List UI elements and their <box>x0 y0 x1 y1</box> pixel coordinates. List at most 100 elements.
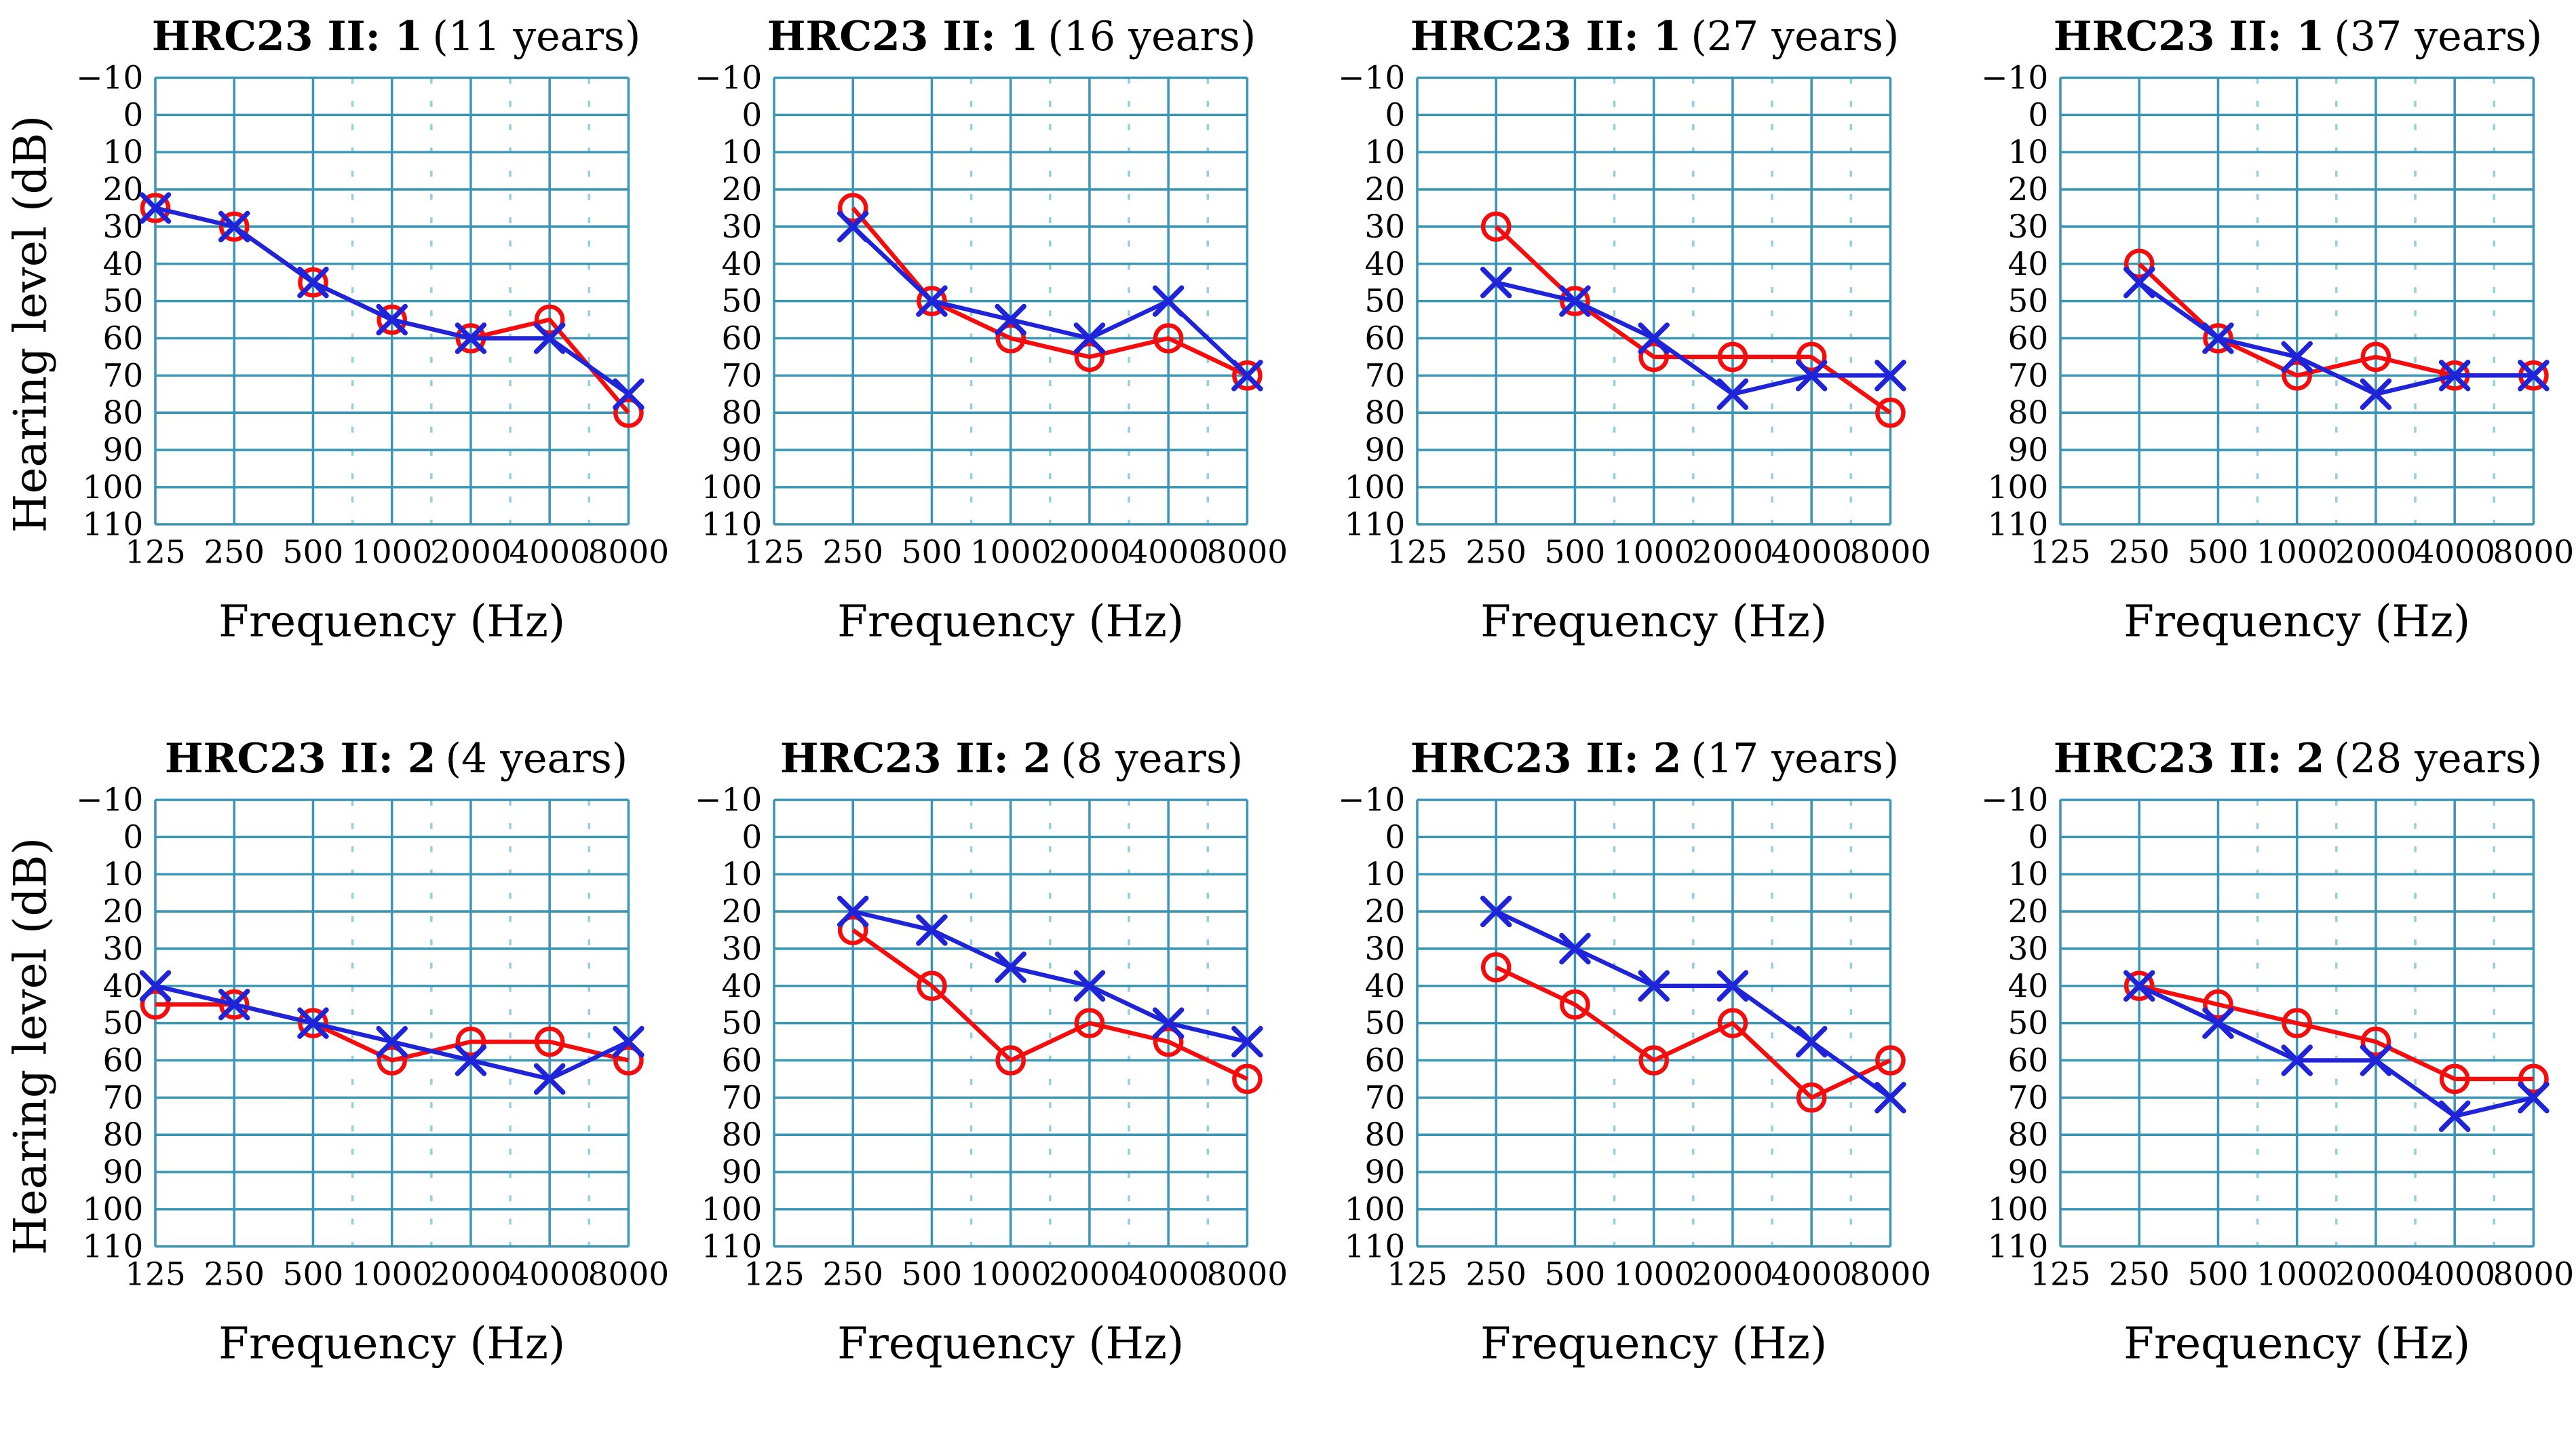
y-tick-label: 30 <box>2008 930 2049 968</box>
chart-title-age: (28 years) <box>2334 735 2543 782</box>
circle-marker <box>377 304 407 335</box>
audiogram-chart: HRC23 II: 1 (27 years) −10 0 10 20 30 40 50 60 70… <box>1289 4 1932 726</box>
x-series <box>837 895 1263 1058</box>
y-tick-label: 80 <box>1365 394 1406 432</box>
circle-series <box>1480 952 1906 1113</box>
y-tick-label: 60 <box>103 320 144 357</box>
y-tick-label: 80 <box>722 394 763 432</box>
circle-marker <box>1153 1026 1184 1057</box>
circle-marker <box>1153 323 1184 354</box>
chart-row: Hearing level (dB) −10 0 10 20 30 40 50 60 70 80 9… <box>4 781 670 1370</box>
y-tick-label: −10 <box>1338 59 1405 96</box>
x-axis-label: Frequency (Hz) <box>218 1318 565 1369</box>
y-tick-label: 90 <box>2008 1154 2049 1191</box>
y-tick-label: 110 <box>83 506 144 544</box>
x-tick-label: 8000 <box>1207 1256 1288 1293</box>
x-tick-label: 1000 <box>970 1256 1052 1293</box>
y-tick-label: 40 <box>1365 968 1406 1005</box>
x-tick-label: 500 <box>2188 534 2249 571</box>
y-tick-label: −10 <box>76 59 143 96</box>
y-tick-label: 50 <box>722 283 763 320</box>
chart-row: −10 0 10 20 30 40 50 60 70 80 90 100 110 125 250 500 100… <box>1932 781 2575 1370</box>
chart-row: −10 0 10 20 30 40 50 60 70 80 90 100 110 125 250 500 100… <box>646 781 1289 1370</box>
circle-marker <box>2360 341 2391 373</box>
charts-grid: HRC23 II: 1 (11 years) Hearing level (dB)… <box>4 4 2576 1448</box>
x-tick-label: 125 <box>2030 1256 2091 1293</box>
y-tick-label: 70 <box>2008 357 2049 394</box>
y-tick-label: 30 <box>722 208 763 246</box>
major-gridlines <box>1416 76 1892 526</box>
x-tick-label: 500 <box>283 1256 344 1293</box>
x-marker <box>837 895 869 928</box>
y-tick-label: 100 <box>701 469 763 506</box>
circle-marker <box>995 323 1026 354</box>
y-tick-label: 40 <box>103 968 144 1005</box>
y-tick-label: 40 <box>1365 246 1406 283</box>
y-tick-label: 80 <box>1365 1116 1406 1154</box>
y-tick-label: 90 <box>1365 1154 1406 1191</box>
chart-title-id: HRC23 II: 1 <box>767 13 1039 60</box>
y-tick-label: 0 <box>123 96 143 134</box>
y-tick-label: 70 <box>2008 1079 2049 1116</box>
x-tick-label: 125 <box>744 1256 805 1293</box>
x-marker <box>533 1063 566 1095</box>
y-tick-label: 30 <box>1365 208 1406 246</box>
chart-title: HRC23 II: 1 (27 years) <box>1289 14 1932 60</box>
x-tick-label: 250 <box>204 1256 265 1293</box>
circle-marker <box>613 397 644 428</box>
x-marker <box>297 1007 329 1039</box>
circle-marker <box>1480 952 1512 983</box>
x-series <box>837 210 1263 392</box>
x-series <box>139 192 645 411</box>
y-tick-label: 110 <box>1345 506 1406 544</box>
y-tick-label: 60 <box>103 1042 144 1079</box>
chart-title-id: HRC23 II: 1 <box>151 13 423 60</box>
y-tick-label: 20 <box>722 893 763 930</box>
x-marker <box>1152 1007 1185 1039</box>
x-marker <box>2518 1082 2550 1114</box>
x-tick-label: 1000 <box>970 534 1052 571</box>
x-tick-label: 125 <box>1387 534 1448 571</box>
x-tick-label: 2000 <box>430 534 512 571</box>
x-tick-label: 4000 <box>1128 1256 1209 1293</box>
x-tick-label: 125 <box>2030 534 2091 571</box>
chart-title: HRC23 II: 2 (28 years) <box>1932 736 2575 782</box>
circle-marker <box>1232 1063 1263 1095</box>
chart-title: HRC23 II: 1 (16 years) <box>646 14 1289 60</box>
x-tick-label: 250 <box>204 534 265 571</box>
circle-marker <box>455 1026 486 1057</box>
circle-marker <box>837 915 868 945</box>
chart-title: HRC23 II: 1 (37 years) <box>1932 14 2575 60</box>
x-marker <box>1073 970 1106 1002</box>
x-marker <box>1795 1025 1828 1058</box>
x-tick-label: 500 <box>1545 534 1606 571</box>
x-axis-label: Frequency (Hz) <box>1480 1318 1827 1369</box>
circle-marker <box>298 267 328 298</box>
x-marker <box>297 266 329 299</box>
y-tick-label: 90 <box>2008 432 2049 469</box>
x-tick-label: 8000 <box>2493 534 2575 571</box>
circle-marker <box>1796 341 1827 373</box>
x-series-line <box>2138 983 2535 1118</box>
x-tick-label: 1000 <box>351 534 433 571</box>
y-tick-label: 40 <box>103 246 144 283</box>
circle-marker <box>917 286 947 316</box>
y-tick-label: 0 <box>2028 818 2048 856</box>
y-tick-label: 100 <box>701 1191 763 1228</box>
x-marker <box>2438 360 2471 392</box>
x-marker <box>1795 360 1828 392</box>
y-tick-label: 80 <box>722 1116 763 1154</box>
x-tick-label: 2000 <box>1049 534 1130 571</box>
chart-title-age: (17 years) <box>1691 735 1900 782</box>
major-gridlines <box>773 76 1249 526</box>
y-tick-label: 10 <box>1365 856 1406 893</box>
y-tick-label: 20 <box>722 171 763 208</box>
x-marker <box>1480 895 1512 928</box>
